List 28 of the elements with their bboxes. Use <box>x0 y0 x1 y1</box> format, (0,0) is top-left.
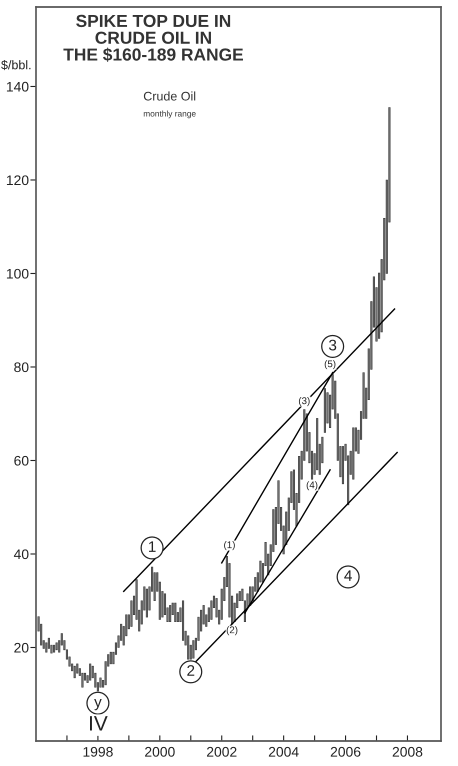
annotation: IV <box>90 716 108 730</box>
x-tick-label: 2000 <box>145 746 175 757</box>
x-tick-label: 2008 <box>392 746 422 757</box>
text: SPIKE TOP DUE IN CRUDE OIL IN THE $160-189 RANGE <box>63 14 243 62</box>
y-tick-label: 100 <box>6 268 29 279</box>
y-axis-title: $/bbl. <box>1 60 30 70</box>
text: Crude Oil <box>144 91 196 101</box>
x-tick-label: 2002 <box>206 746 236 757</box>
annotation: (5) <box>324 360 336 370</box>
annotation: y <box>94 699 102 710</box>
y-tick-label: 40 <box>14 549 29 560</box>
y-tick-label: 20 <box>14 642 29 653</box>
y-tick-label: 120 <box>6 175 29 186</box>
annotation: 2 <box>187 665 194 676</box>
x-tick-label: 2004 <box>268 746 299 757</box>
annotation: 3 <box>328 340 336 351</box>
y-tick-label: 60 <box>14 456 29 466</box>
annotation: 1 <box>149 541 156 552</box>
annotation: (2) <box>226 626 238 636</box>
annotation: (3) <box>298 397 310 406</box>
x-tick-label: 1998 <box>84 746 113 757</box>
annotation: 4 <box>344 570 352 581</box>
y-tick-label: 140 <box>6 82 29 92</box>
y-tick-label: 80 <box>14 362 29 372</box>
annotation: monthly range <box>144 110 196 118</box>
x-tick-label: 2006 <box>330 746 360 757</box>
annotation: (4) <box>306 481 318 490</box>
annotation: (1) <box>224 541 235 550</box>
